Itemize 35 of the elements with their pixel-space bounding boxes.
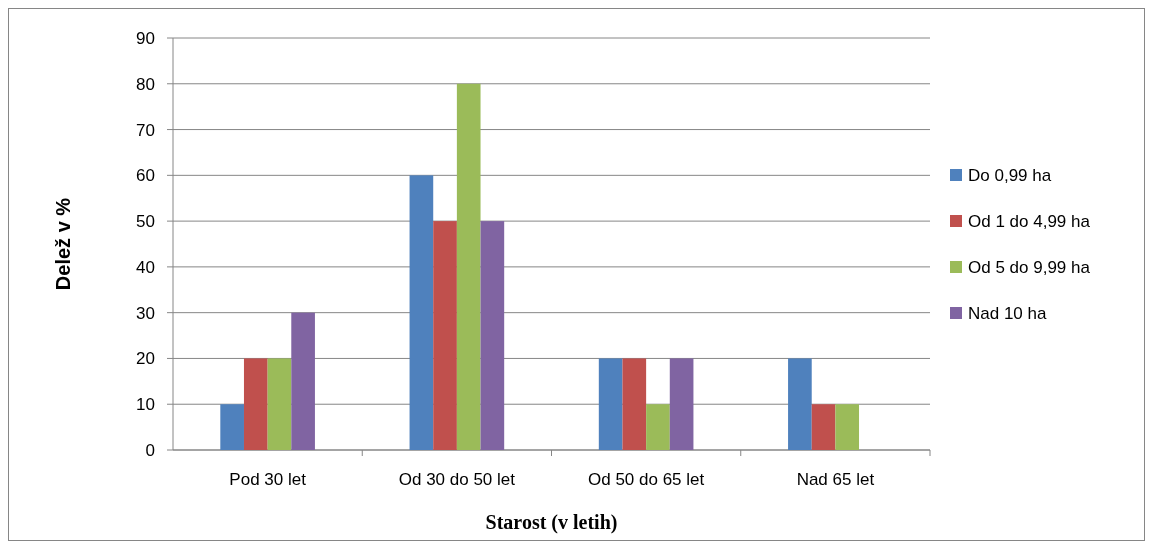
y-tick-label: 10	[136, 395, 155, 415]
y-tick-label: 0	[145, 440, 155, 460]
y-tick-label: 20	[136, 349, 155, 369]
bar	[835, 404, 860, 450]
x-tick-label: Od 30 do 50 let	[398, 470, 516, 489]
bar	[788, 358, 812, 450]
bar	[456, 83, 481, 450]
legend-label: Od 1 do 4,99 ha	[968, 211, 1091, 231]
bar	[433, 221, 457, 450]
bar	[622, 358, 647, 450]
legend-label: Od 5 do 9,99 ha	[968, 257, 1091, 277]
bar	[267, 358, 292, 450]
y-tick-label: 40	[136, 257, 155, 277]
bar	[646, 404, 670, 450]
bar	[811, 404, 836, 450]
legend-label: Nad 10 ha	[968, 303, 1047, 323]
x-tick-label: Od 50 do 65 let	[587, 470, 705, 489]
y-tick-label: 80	[136, 74, 155, 94]
bar	[243, 358, 268, 450]
y-tick-label: 60	[136, 166, 155, 186]
y-tick-label: 30	[136, 303, 155, 323]
bar	[220, 404, 244, 450]
y-axis-title: Delež v %	[52, 197, 74, 291]
bar	[291, 312, 315, 450]
legend-label: Do 0,99 ha	[968, 165, 1052, 185]
bar	[669, 358, 694, 450]
x-tick-label: Nad 65 let	[796, 470, 875, 489]
bar	[409, 175, 434, 450]
y-tick-label: 70	[136, 120, 155, 140]
bar	[598, 358, 623, 450]
y-tick-label: 50	[136, 212, 155, 232]
x-tick-label: Pod 30 let	[229, 470, 307, 489]
x-axis-title: Starost (v letih)	[485, 511, 618, 534]
y-tick-label: 90	[136, 28, 155, 48]
bar	[480, 221, 505, 450]
